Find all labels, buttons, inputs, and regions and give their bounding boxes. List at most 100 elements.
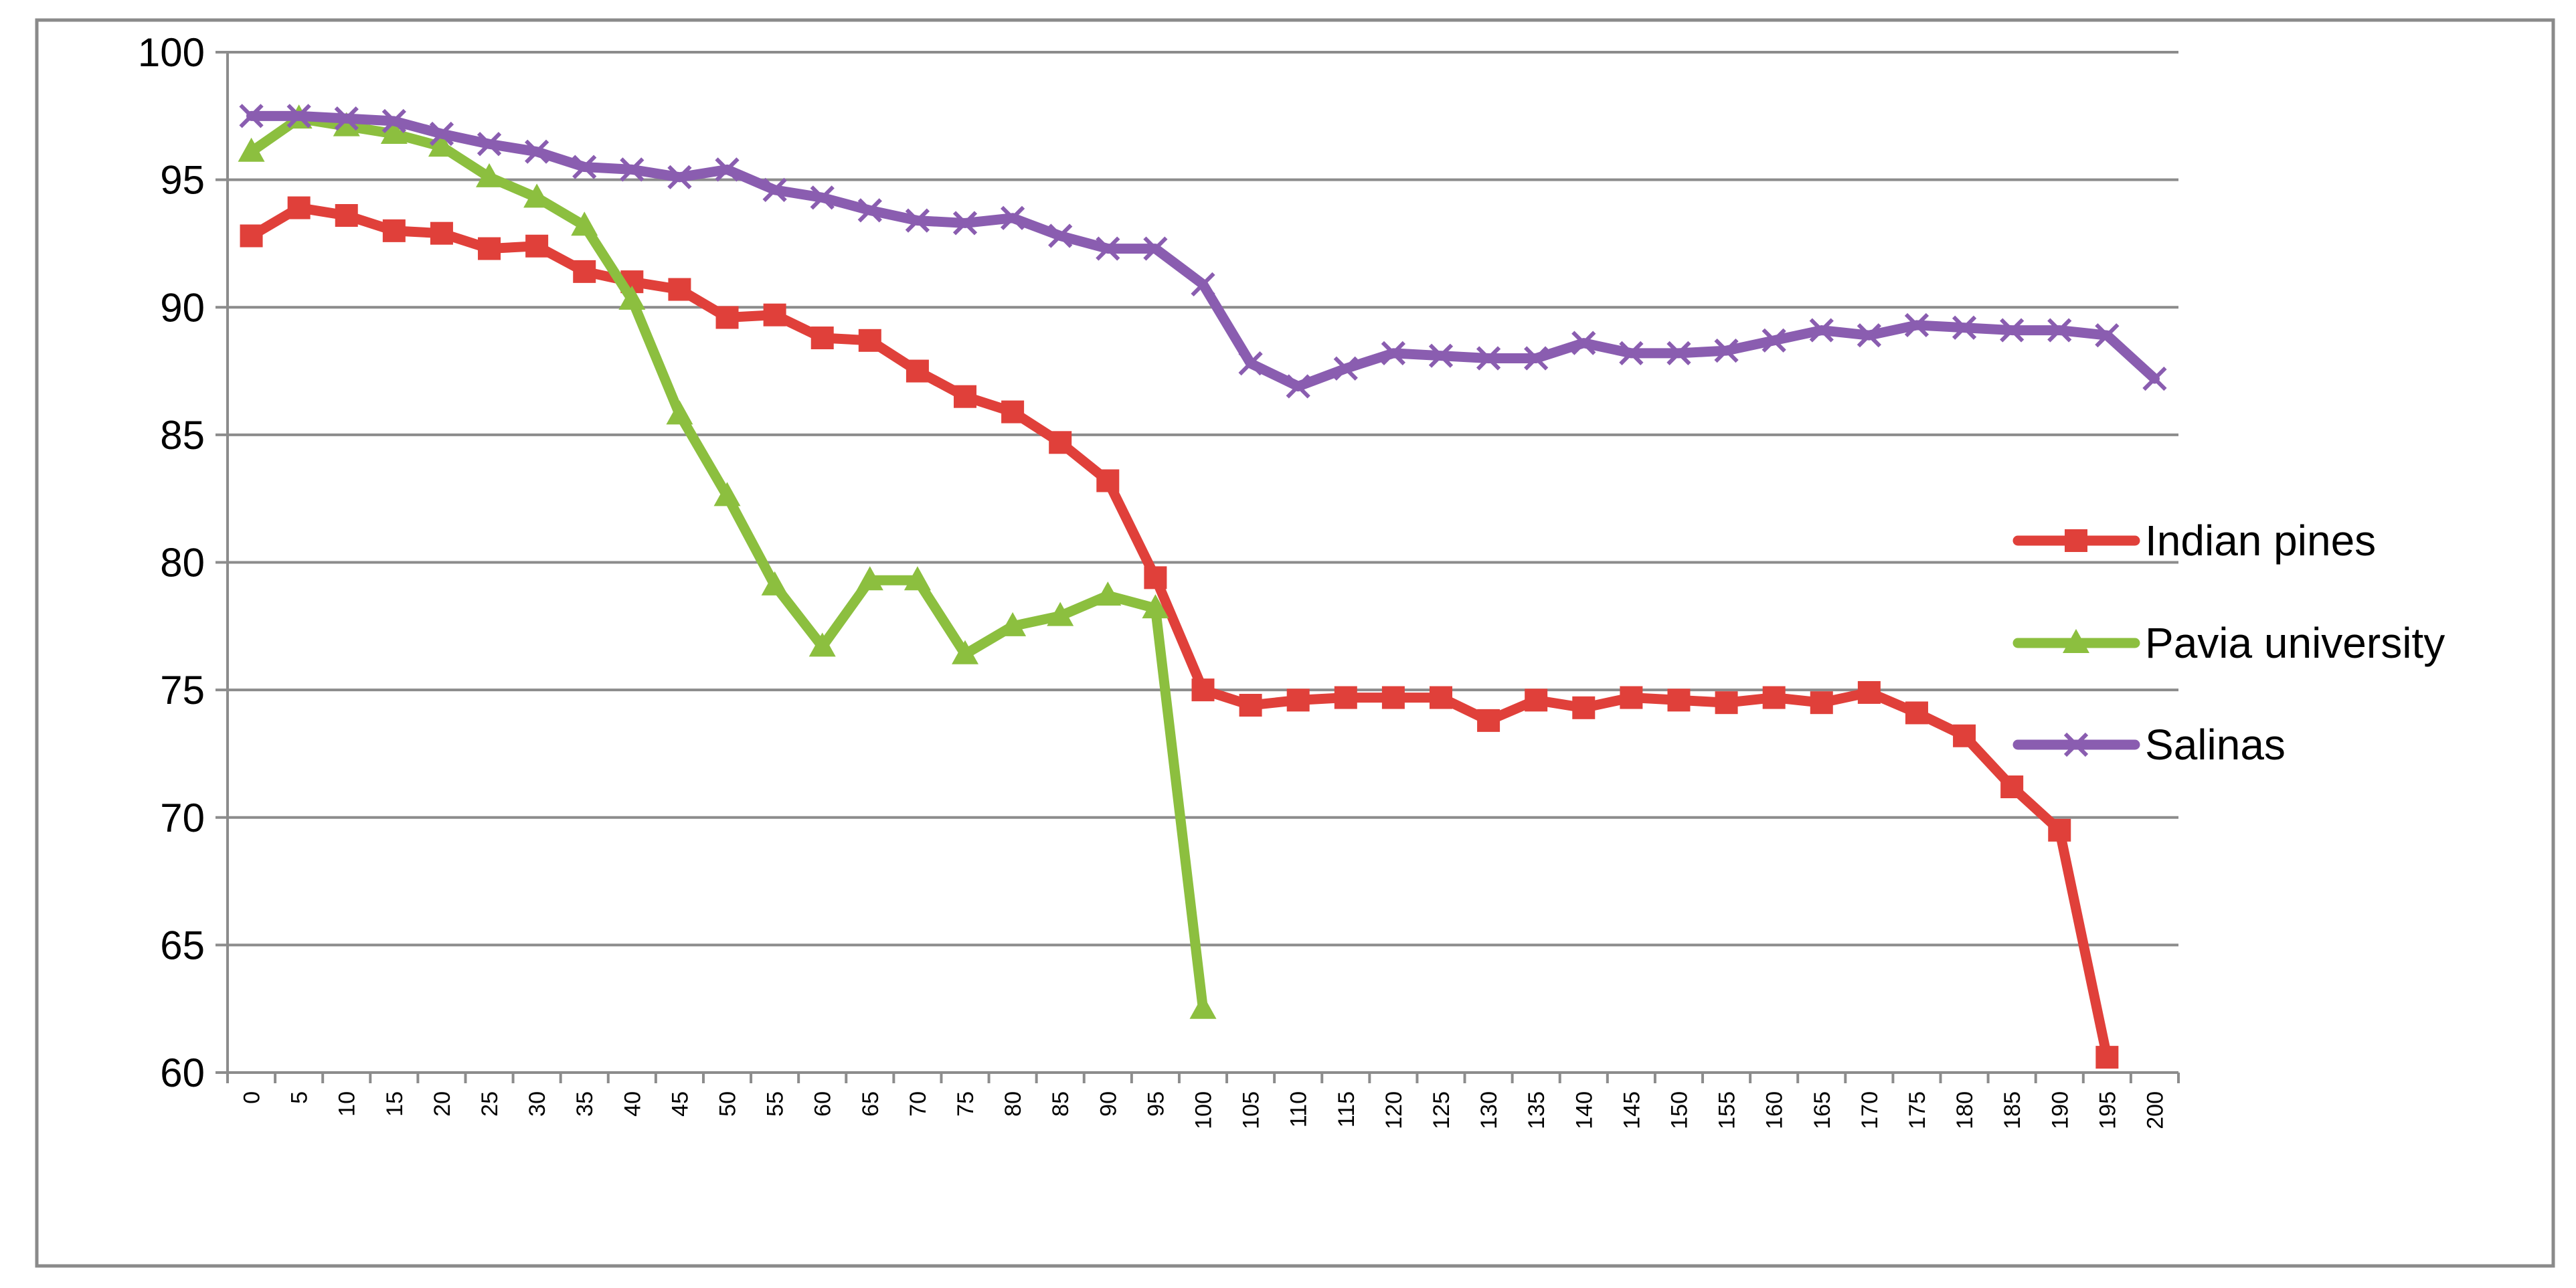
legend-swatch-marker — [2063, 629, 2089, 653]
marker-stroke — [1428, 343, 1454, 368]
series-line-indian-pines — [246, 203, 2112, 1063]
x-tick-label: 160 — [1762, 1091, 1788, 1129]
data-point-indian-pines — [1572, 696, 1596, 719]
data-point-indian-pines — [1001, 400, 1025, 424]
data-point-indian-pines — [763, 303, 786, 327]
x-tick-label: 195 — [2095, 1091, 2120, 1129]
x-tick-label: 70 — [906, 1091, 931, 1117]
data-point-salinas — [2000, 318, 2025, 343]
legend-swatch-marker — [2065, 529, 2087, 552]
marker-stroke — [572, 155, 597, 179]
data-point-salinas — [525, 139, 549, 164]
data-point-salinas — [429, 121, 454, 147]
legend-swatch-marker — [2063, 732, 2089, 757]
x-tick-label: 60 — [810, 1091, 836, 1117]
axes — [216, 51, 2180, 1083]
data-point-pavia-university — [238, 137, 265, 162]
x-tick-label: 75 — [953, 1091, 978, 1117]
x-tick-label: 85 — [1048, 1091, 1074, 1117]
data-point-indian-pines — [2095, 1046, 2119, 1069]
legend-item-salinas: Salinas — [2012, 721, 2286, 769]
data-point-pavia-university — [428, 132, 455, 157]
data-point-pavia-university — [999, 612, 1027, 636]
marker-stroke — [1762, 328, 1786, 353]
marker-stroke — [1000, 205, 1025, 230]
data-point-salinas — [1143, 236, 1168, 261]
data-point-pavia-university — [952, 640, 979, 664]
marker-stroke — [810, 185, 835, 210]
data-point-indian-pines — [573, 260, 596, 283]
data-point-salinas — [1857, 323, 1881, 348]
data-point-pavia-university — [808, 632, 836, 657]
gridlines — [228, 51, 2178, 947]
y-tick-label: 90 — [160, 285, 205, 330]
data-point-indian-pines — [1762, 686, 1786, 709]
data-point-indian-pines — [240, 224, 263, 248]
legend: Indian pines Pavia university Salinas — [2012, 517, 2445, 769]
x-tick-label: 0 — [240, 1091, 265, 1104]
data-point-salinas — [1333, 356, 1358, 381]
data-point-salinas — [2142, 366, 2167, 391]
marker-stroke — [620, 157, 645, 182]
data-point-indian-pines — [858, 329, 881, 352]
marker-stroke — [1476, 346, 1501, 371]
x-tick-label: 170 — [1857, 1091, 1883, 1129]
data-point-indian-pines — [1477, 709, 1500, 732]
data-point-salinas — [1096, 236, 1120, 261]
data-point-salinas — [572, 155, 597, 179]
data-point-indian-pines — [335, 204, 358, 227]
x-tick-label: 155 — [1715, 1091, 1740, 1129]
data-point-indian-pines — [1286, 688, 1310, 712]
data-point-salinas — [1428, 343, 1454, 368]
data-point-salinas — [1524, 346, 1549, 371]
data-point-salinas — [1191, 272, 1215, 297]
x-tick-label: 120 — [1381, 1091, 1407, 1129]
x-tick-label: 135 — [1524, 1091, 1549, 1129]
marker-stroke — [1952, 315, 1977, 340]
series-layer — [238, 104, 2167, 1069]
data-point-pavia-university — [666, 400, 693, 425]
data-point-pavia-university — [618, 285, 646, 310]
data-point-salinas — [667, 165, 692, 189]
y-tick-label: 80 — [160, 541, 205, 585]
x-tick-label: 65 — [858, 1091, 883, 1117]
data-point-salinas — [286, 104, 311, 128]
marker-stroke — [1048, 223, 1073, 248]
y-axis-tick-labels: 60 65 70 75 80 85 90 95 100 — [138, 30, 205, 1095]
x-tick-label: 20 — [430, 1091, 455, 1117]
data-point-pavia-university — [1189, 994, 1217, 1019]
y-tick-label: 85 — [160, 413, 205, 458]
data-point-indian-pines — [1953, 724, 1976, 747]
marker-stroke — [286, 104, 311, 128]
data-point-salinas — [334, 106, 359, 131]
y-tick-label: 60 — [160, 1050, 205, 1095]
x-tick-label: 50 — [715, 1091, 741, 1117]
data-point-salinas — [1762, 328, 1786, 353]
data-point-indian-pines — [430, 221, 453, 245]
data-point-indian-pines — [1239, 694, 1262, 717]
x-tick-label: 25 — [477, 1091, 503, 1117]
data-point-indian-pines — [382, 219, 406, 242]
marker-stroke — [952, 211, 978, 236]
data-point-indian-pines — [1049, 431, 1072, 454]
x-tick-label: 115 — [1334, 1091, 1359, 1127]
data-point-pavia-university — [856, 566, 883, 591]
marker-stroke — [667, 165, 692, 189]
data-point-pavia-university — [333, 112, 360, 136]
marker-stroke — [1904, 312, 1929, 338]
marker-stroke — [1286, 374, 1310, 399]
x-tick-label: 200 — [2142, 1091, 2168, 1129]
data-point-indian-pines — [1525, 688, 1548, 712]
data-point-indian-pines — [715, 306, 739, 329]
x-tick-label: 80 — [1001, 1091, 1026, 1117]
data-point-indian-pines — [525, 234, 549, 258]
legend-item-pavia-university: Pavia university — [2012, 619, 2445, 667]
marker-stroke — [429, 121, 454, 147]
marker-stroke — [1571, 331, 1596, 355]
marker-stroke — [2063, 732, 2089, 757]
data-point-salinas — [620, 157, 645, 182]
x-tick-label: 55 — [763, 1091, 788, 1117]
data-point-salinas — [1476, 346, 1501, 371]
data-point-indian-pines — [1191, 678, 1215, 702]
marker-stroke — [1666, 341, 1691, 365]
